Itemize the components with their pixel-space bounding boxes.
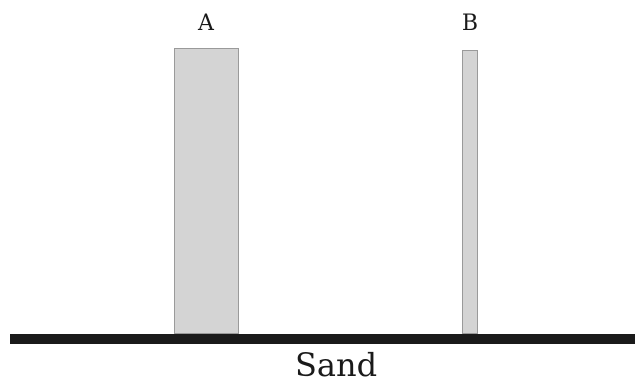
column-b-label: B: [461, 11, 479, 36]
column-b: [462, 50, 478, 334]
sand-ground-line: [10, 334, 635, 344]
column-a-label: A: [198, 11, 214, 36]
column-a: [174, 48, 239, 334]
ground-label: Sand: [294, 346, 378, 384]
